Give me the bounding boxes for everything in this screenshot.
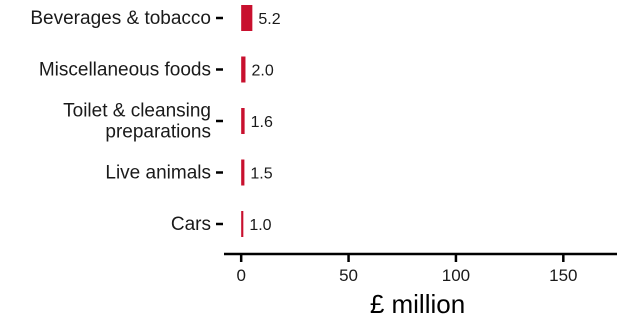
- category-label: Live animals: [105, 163, 211, 184]
- category-label-line: Beverages & tobacco: [30, 8, 211, 29]
- data-label: 1.5: [250, 166, 272, 183]
- category-label-line: preparations: [105, 122, 211, 143]
- bar: [241, 108, 245, 134]
- data-label: 5.2: [258, 11, 280, 28]
- bar: [241, 159, 245, 186]
- category-label-line: Cars: [171, 214, 211, 235]
- category-label: Toilet & cleansing preparations: [63, 101, 211, 143]
- category-label: Beverages & tobacco: [30, 8, 211, 29]
- bar: [241, 5, 253, 31]
- x-axis-title: £ million: [370, 289, 465, 319]
- category-label-line: Miscellaneous foods: [39, 60, 211, 81]
- data-labels: 5.2 2.0 1.6 1.5 1.0: [249, 11, 280, 234]
- x-tick-label: 50: [339, 266, 358, 285]
- x-tick-label: 150: [549, 266, 577, 285]
- category-label: Miscellaneous foods: [39, 60, 211, 81]
- x-tick-label: 100: [442, 266, 470, 285]
- category-axis: Beverages & tobacco Miscellaneous foods To…: [30, 8, 223, 235]
- bar: [241, 211, 244, 237]
- bar: [241, 56, 246, 83]
- category-label-line: Live animals: [105, 163, 211, 184]
- data-label: 1.0: [249, 217, 271, 234]
- data-label: 2.0: [251, 63, 273, 80]
- x-axis: 0 50 100 150: [224, 252, 617, 285]
- category-label: Cars: [171, 214, 211, 235]
- category-label-line: Toilet & cleansing: [63, 101, 211, 122]
- bars: [241, 5, 253, 237]
- data-label: 1.6: [251, 114, 273, 131]
- x-tick-label: 0: [236, 266, 245, 285]
